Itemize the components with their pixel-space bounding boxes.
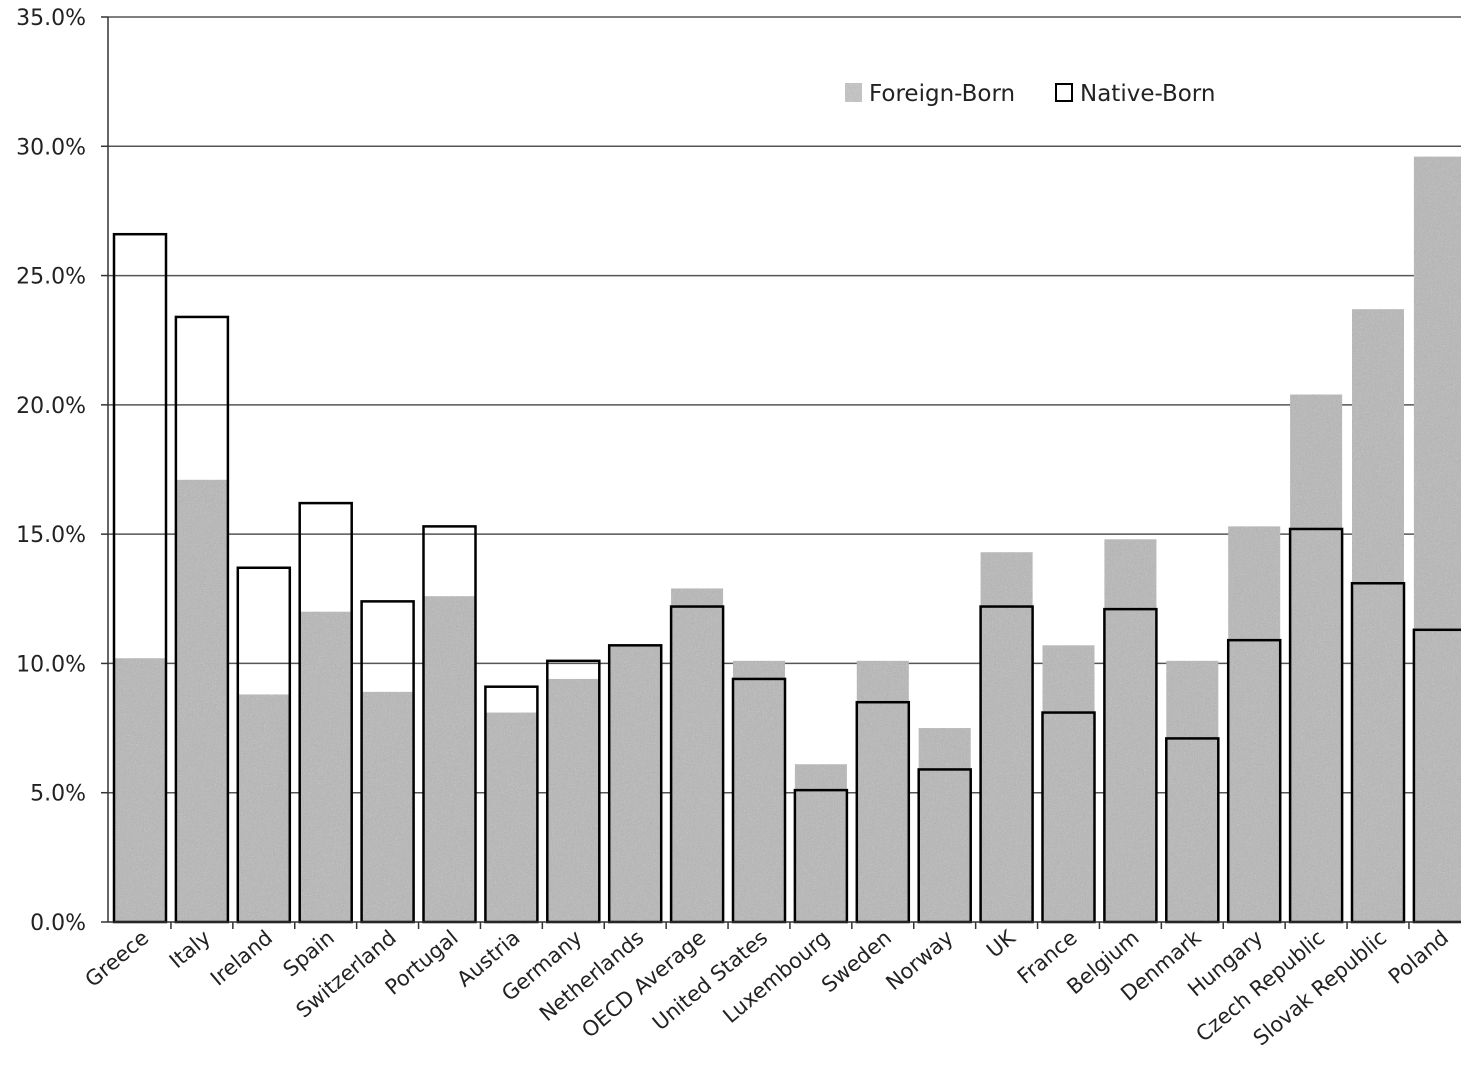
y-tick-label: 0.0% bbox=[30, 911, 86, 936]
x-tick-label: Norway bbox=[881, 925, 957, 995]
foreign-born-bars bbox=[114, 156, 1461, 923]
bar-foreign-born bbox=[671, 588, 724, 922]
legend-swatch-foreign-born bbox=[845, 83, 862, 102]
legend-swatch-native-born bbox=[1055, 83, 1073, 102]
x-tick-label: Ireland bbox=[206, 925, 277, 990]
legend-label-native-born: Native-Born bbox=[1080, 81, 1215, 107]
y-tick-label: 15.0% bbox=[16, 523, 86, 548]
y-tick-label: 35.0% bbox=[16, 6, 86, 31]
bar-foreign-born bbox=[1413, 156, 1461, 923]
bar-foreign-born bbox=[1228, 526, 1281, 922]
bar-foreign-born bbox=[1104, 539, 1157, 922]
x-tick-label: Sweden bbox=[817, 925, 896, 997]
y-tick-label: 25.0% bbox=[16, 265, 86, 290]
y-tick-labels: 0.0% 5.0% 10.0% 15.0% 20.0% 25.0% 30.0% 35.0% bbox=[16, 6, 86, 936]
y-tick-label: 10.0% bbox=[16, 652, 86, 677]
bar-foreign-born bbox=[1290, 394, 1343, 922]
bar-foreign-born bbox=[733, 660, 785, 922]
bar-foreign-born bbox=[423, 596, 476, 922]
x-tick-label: UK bbox=[982, 925, 1021, 963]
legend: Foreign-Born Native-Born bbox=[845, 81, 1215, 107]
y-tick-label: 30.0% bbox=[16, 135, 86, 160]
bar-foreign-born bbox=[547, 678, 600, 922]
x-tick-label: Italy bbox=[165, 925, 215, 973]
legend-label-foreign-born: Foreign-Born bbox=[869, 81, 1015, 107]
x-tick-label: Greece bbox=[81, 925, 154, 991]
x-tick-label: Poland bbox=[1384, 925, 1453, 988]
axes bbox=[101, 16, 1461, 929]
bar-foreign-born bbox=[361, 691, 414, 922]
bar-foreign-born bbox=[794, 764, 847, 922]
bar-foreign-born bbox=[114, 658, 166, 922]
x-tick-label: Luxembourg bbox=[718, 925, 834, 1028]
bar-foreign-born bbox=[1166, 660, 1219, 922]
y-tick-label: 5.0% bbox=[30, 782, 86, 807]
bar-foreign-born bbox=[299, 611, 352, 922]
y-tick-label: 20.0% bbox=[16, 394, 86, 419]
bar-foreign-born bbox=[175, 479, 228, 922]
bar-foreign-born bbox=[237, 694, 290, 922]
bar-foreign-born bbox=[1042, 645, 1095, 922]
bar-foreign-born bbox=[980, 552, 1033, 922]
bar-foreign-born bbox=[918, 728, 971, 922]
bar-foreign-born bbox=[609, 645, 662, 922]
bar-foreign-born bbox=[1352, 309, 1404, 923]
bar-foreign-born bbox=[485, 712, 538, 922]
bar-foreign-born bbox=[856, 660, 909, 922]
